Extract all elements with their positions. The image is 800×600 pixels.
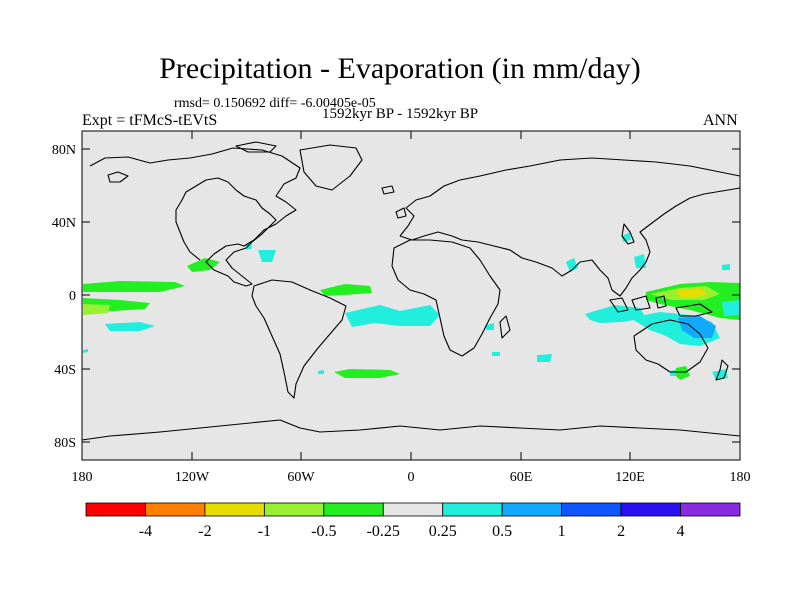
lon-ticks bbox=[81, 131, 741, 460]
colorbar-label: 1 bbox=[558, 523, 566, 540]
colorbar-label: -1 bbox=[258, 523, 271, 540]
field-pacific-lightgreen bbox=[83, 304, 110, 315]
coast-madagascar bbox=[499, 315, 511, 339]
lon-label: 120W bbox=[175, 470, 210, 485]
colorbar-swatch bbox=[145, 502, 206, 517]
lon-label: 180 bbox=[730, 470, 751, 485]
coast-alaska-detail bbox=[107, 171, 129, 183]
field-atlantic-cyan bbox=[345, 305, 440, 327]
coast-sulawesi bbox=[655, 295, 667, 309]
lon-label: 60W bbox=[287, 470, 315, 485]
period-label: 1592kyr BP - 1592kyr BP bbox=[322, 106, 479, 122]
lon-label: 60E bbox=[510, 470, 533, 485]
colorbar-swatch bbox=[382, 502, 444, 517]
colorbar-swatch bbox=[85, 502, 146, 517]
lon-labels: 180 120W 60W 0 60E 120E 180 bbox=[72, 470, 751, 485]
field-pacific-cyan-small bbox=[83, 349, 88, 353]
coast-new-zealand bbox=[715, 359, 729, 381]
field-arabian-cyan bbox=[566, 258, 578, 272]
lat-labels: 80N 40N 0 40S 80S bbox=[52, 143, 76, 451]
coast-borneo bbox=[631, 295, 651, 311]
field-caribbean-cyan bbox=[258, 250, 276, 262]
coast-japan bbox=[621, 223, 635, 245]
lon-label: 0 bbox=[408, 470, 415, 485]
field-atlantic-green bbox=[320, 284, 372, 296]
colorbar-label: 0.5 bbox=[492, 523, 512, 540]
lat-label: 40N bbox=[52, 216, 76, 231]
coast-antarctica bbox=[81, 419, 741, 441]
colorbar-label: -0.25 bbox=[367, 523, 400, 540]
colorbar-swatch bbox=[620, 502, 681, 517]
field-china-cyan bbox=[634, 254, 646, 268]
stats-label: rmsd= 0.150692 diff= -6.00405e-05 bbox=[174, 96, 376, 111]
coast-sumatra bbox=[609, 297, 629, 313]
coastlines bbox=[81, 141, 741, 441]
coast-eurasia-south bbox=[399, 187, 741, 297]
lat-label: 40S bbox=[54, 363, 76, 378]
lat-label: 0 bbox=[69, 289, 76, 304]
field-pacific-cyan-small2 bbox=[722, 264, 730, 270]
field-indian-cyan-small3 bbox=[537, 354, 552, 362]
field-south-atlantic-green bbox=[334, 369, 400, 378]
colorbar-swatch bbox=[561, 502, 622, 517]
colorbar bbox=[85, 502, 741, 517]
field-indian-cyan-small bbox=[486, 323, 494, 330]
colorbar-swatch bbox=[263, 502, 325, 517]
field-tasman-green bbox=[675, 366, 690, 380]
coast-north-america bbox=[89, 147, 301, 287]
field-pacific-green-north bbox=[83, 281, 185, 292]
coast-south-america bbox=[251, 279, 347, 399]
colorbar-labels: -4 -2 -1 -0.5 -0.25 0.25 0.5 1 2 4 bbox=[139, 523, 685, 540]
coast-eurasia-north bbox=[399, 157, 741, 237]
coast-africa bbox=[391, 239, 501, 357]
map-background bbox=[82, 131, 740, 460]
colorbar-label: -0.5 bbox=[311, 523, 336, 540]
field-pacific-east-cyan bbox=[722, 300, 740, 316]
season-label: ANN bbox=[703, 112, 738, 129]
colorbar-swatch bbox=[680, 502, 741, 517]
colorbar-label: 0.25 bbox=[429, 523, 457, 540]
coast-australia bbox=[633, 319, 709, 373]
colorbar-label: 2 bbox=[617, 523, 625, 540]
colorbar-label: 4 bbox=[677, 523, 685, 540]
coast-iceland bbox=[381, 185, 395, 195]
colorbar-swatch bbox=[204, 502, 265, 517]
anomaly-fields bbox=[83, 232, 740, 380]
field-indian-cyan bbox=[585, 305, 646, 323]
coast-new-guinea bbox=[675, 303, 713, 317]
field-maritime-blue bbox=[678, 316, 716, 338]
coast-british-isles bbox=[395, 207, 407, 219]
lon-label: 120E bbox=[615, 470, 645, 485]
field-gulf-cyan bbox=[246, 244, 252, 249]
colorbar-label: -4 bbox=[139, 523, 152, 540]
colorbar-swatch bbox=[323, 502, 384, 517]
colorbar-label: -2 bbox=[198, 523, 211, 540]
coast-greenland bbox=[299, 144, 363, 191]
experiment-label: Expt = tFMcS-tEVtS bbox=[82, 112, 218, 129]
map-title: Precipitation - Evaporation (in mm/day) bbox=[159, 52, 641, 85]
field-pacific-cyan bbox=[105, 322, 155, 331]
field-south-atlantic-cyan bbox=[318, 370, 324, 374]
field-tasman-cyan bbox=[670, 370, 676, 376]
lat-label: 80S bbox=[54, 436, 76, 451]
field-indian-cyan-small2 bbox=[492, 352, 500, 356]
colorbar-swatch bbox=[501, 502, 563, 517]
field-west-pacific-yellow bbox=[676, 288, 708, 298]
lon-label: 180 bbox=[72, 470, 93, 485]
lat-label: 80N bbox=[52, 143, 76, 158]
coast-arctic-islands bbox=[235, 141, 277, 153]
colorbar-swatch bbox=[442, 502, 503, 517]
lat-ticks bbox=[82, 148, 740, 443]
